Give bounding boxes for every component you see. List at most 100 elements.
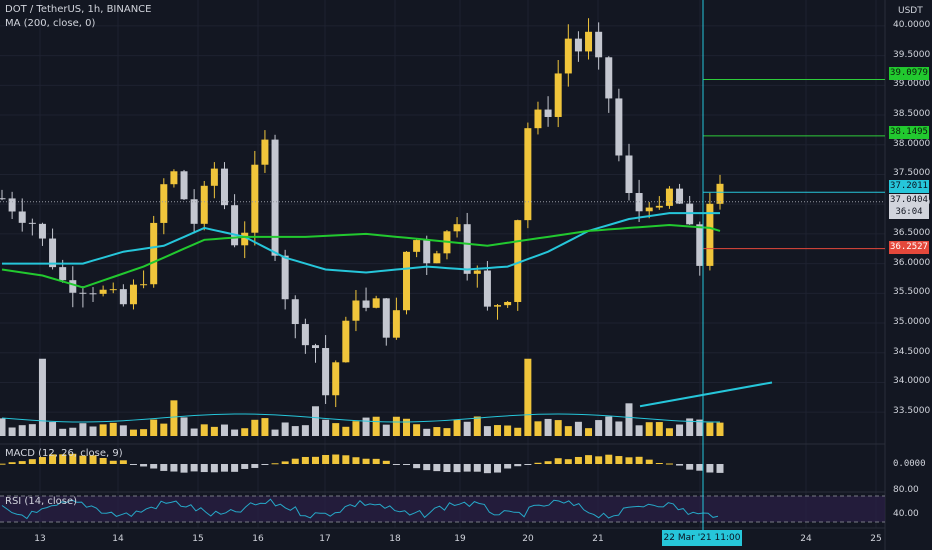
macd-bar: [524, 464, 532, 465]
y-tick-label: 33.5000: [893, 406, 931, 417]
macd-bar: [79, 455, 87, 464]
candle-body: [494, 305, 502, 307]
macd-bar: [140, 464, 148, 467]
ma-fast-line: [2, 212, 720, 274]
volume-ma-line: [1, 413, 721, 423]
cursor-clock: 11:00: [714, 533, 741, 543]
macd-bar: [119, 460, 127, 464]
macd-bar: [150, 464, 158, 469]
macd-bar: [129, 464, 137, 465]
volume-bar: [190, 428, 198, 436]
volume-bar: [686, 418, 694, 436]
macd-bar: [322, 454, 330, 464]
volume-bar: [231, 429, 239, 436]
volume-bar: [129, 429, 137, 436]
macd-bar: [301, 456, 309, 464]
candle-body: [585, 31, 593, 52]
macd-legend[interactable]: MACD (12, 26, close, 9): [5, 448, 123, 459]
macd-bar: [514, 464, 522, 467]
candle-body: [716, 183, 724, 204]
volume-bar: [655, 422, 663, 436]
macd-bar: [99, 457, 107, 464]
volume-bar: [140, 429, 148, 436]
macd-bar: [332, 454, 340, 464]
volume-bar: [241, 428, 249, 436]
volume-bar: [210, 426, 218, 436]
y-tick-label: 38.5000: [893, 109, 931, 120]
x-tick-label: 16: [252, 534, 264, 544]
candle-body: [696, 224, 704, 266]
ma-legend[interactable]: MA (200, close, 0): [5, 18, 96, 29]
candles: [0, 18, 724, 408]
x-tick-label: 24: [800, 534, 812, 544]
candle-body: [291, 299, 299, 325]
volume-bar: [160, 423, 168, 436]
macd-bar: [18, 461, 26, 464]
candle-body: [676, 188, 684, 204]
volume-bar: [291, 426, 299, 436]
macd-bar: [89, 455, 97, 464]
y-tick-label: 37.5000: [893, 168, 931, 179]
candle-body: [473, 270, 481, 274]
volume-bar: [676, 424, 684, 436]
symbol-legend[interactable]: DOT / TetherUS, 1h, BINANCE: [5, 4, 152, 15]
macd-bar: [190, 464, 198, 472]
rsi-line: [1, 498, 719, 520]
volume-bar: [0, 418, 6, 436]
volume-bar: [585, 428, 593, 436]
macd-bar: [251, 464, 259, 468]
candle-body: [524, 128, 532, 221]
macd-bar: [413, 464, 421, 469]
volume-bar: [443, 428, 451, 436]
rsi-tick-label: 40.00: [893, 509, 919, 519]
macd-bar: [281, 461, 289, 464]
volume-bar: [59, 428, 67, 436]
volume-bar: [564, 426, 572, 436]
candle-body: [322, 348, 330, 396]
candle-body: [160, 184, 168, 223]
volume-bar: [645, 422, 653, 436]
x-tick-label: 20: [522, 534, 534, 544]
cursor-time-label: 22 Mar '21 11:00: [662, 530, 742, 546]
volume-bars: [0, 358, 724, 436]
macd-bar: [625, 457, 633, 464]
macd-bar: [615, 456, 623, 464]
x-tick-label: 18: [389, 534, 401, 544]
candle-body: [49, 238, 57, 268]
macd-bar: [311, 456, 319, 464]
candle-body: [564, 38, 572, 74]
candle-body: [544, 109, 552, 117]
volume-bar: [38, 358, 46, 436]
macd-bar: [504, 464, 512, 469]
macd-bar: [352, 457, 360, 464]
volume-bar: [433, 427, 441, 436]
macd-bar: [170, 464, 178, 472]
macd-bar: [655, 463, 663, 465]
macd-histogram: [0, 453, 724, 474]
y-tick-label: 36.5000: [893, 227, 931, 238]
macd-bar: [28, 459, 36, 464]
target-1-tag: 38.1495: [889, 126, 929, 139]
candle-body: [251, 164, 259, 233]
rsi-legend[interactable]: RSI (14, close): [5, 496, 78, 507]
candle-body: [200, 185, 208, 224]
macd-bar: [554, 458, 562, 464]
candle-body: [332, 362, 340, 396]
macd-bar: [291, 458, 299, 464]
volume-bar: [220, 424, 228, 436]
macd-bar: [109, 460, 117, 464]
volume-bar: [352, 421, 360, 436]
volume-bar: [544, 418, 552, 436]
y-tick-label: 40.0000: [893, 19, 931, 30]
macd-bar: [453, 464, 461, 473]
volume-bar: [79, 423, 87, 436]
macd-bar: [342, 455, 350, 464]
x-tick-label: 19: [454, 534, 466, 544]
macd-bar: [231, 464, 239, 472]
candle-body: [382, 298, 390, 338]
candle-body: [38, 223, 46, 239]
macd-bar: [494, 464, 502, 473]
macd-bar: [564, 459, 572, 464]
candle-body: [372, 298, 380, 308]
